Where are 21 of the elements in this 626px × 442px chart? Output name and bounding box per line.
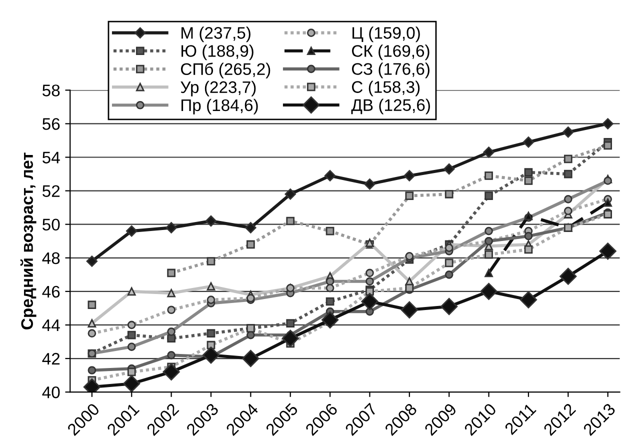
y-tick-label: 50 [42, 218, 60, 231]
legend-label: Ц (159,0) [352, 26, 420, 42]
legend-label: СЗ (176,6) [352, 62, 430, 78]
y-axis-title: Средний возраст, лет [20, 152, 36, 330]
y-tick-label: 46 [42, 286, 60, 298]
y-tick-label: 58 [42, 84, 60, 96]
legend-label: СК (169,6) [352, 44, 430, 60]
y-tick-label: 56 [42, 118, 60, 130]
legend-label: Ур (223,7) [180, 80, 256, 96]
y-tick-label: 42 [42, 352, 60, 365]
y-tick-label: 40 [42, 386, 60, 398]
legend-label: Пр (184,6) [182, 98, 258, 114]
y-tick-label: 52 [42, 185, 60, 197]
legend-label: С (158,3) [352, 80, 420, 96]
y-tick-label: 44 [42, 320, 60, 332]
y-tick-label: 54 [42, 152, 60, 164]
legend-label: СПб (265,2) [181, 62, 270, 78]
y-tick-label: 48 [42, 252, 60, 264]
legend-label: Ю (188,9) [182, 44, 254, 60]
legend-label: ДВ (125,6) [351, 98, 430, 114]
legend-label: М (237,5) [182, 26, 250, 42]
